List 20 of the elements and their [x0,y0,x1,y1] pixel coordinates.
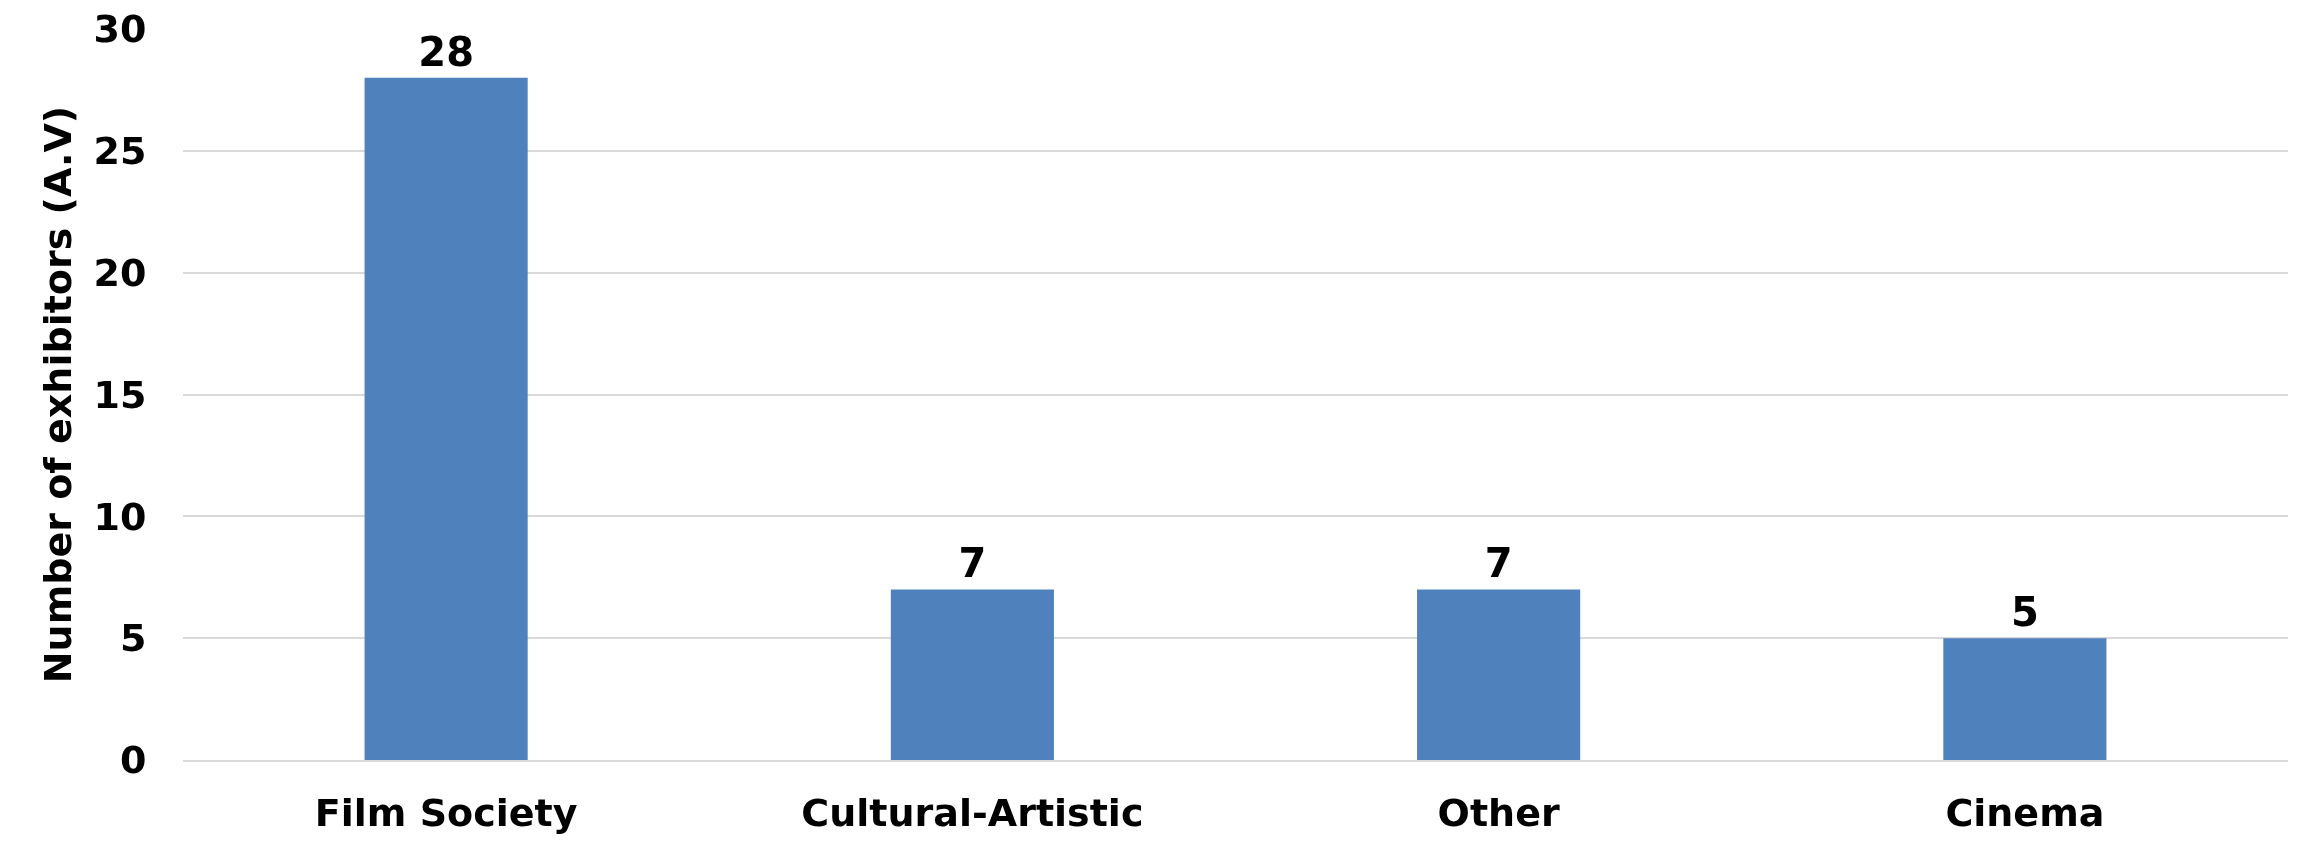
bar [1943,638,2107,760]
y-tick-label: 25 [93,129,147,174]
y-tick-label: 5 [119,616,147,661]
y-tick-label: 20 [93,250,147,295]
y-tick-label: 0 [119,738,147,783]
y-tick-label: 15 [93,372,147,417]
bar [364,77,528,760]
y-tick-label: 10 [93,494,147,539]
data-label: 7 [958,540,987,587]
data-label: 7 [1484,540,1513,587]
x-tick-label: Other [1437,790,1560,835]
data-label: 28 [418,28,474,75]
data-label: 5 [2010,589,2039,636]
x-tick-label: Film Society [314,790,578,835]
y-axis-title: Number of exhibitors (A.V) [35,105,80,684]
bar [1417,589,1581,760]
x-tick-label: Cultural-Artistic [801,790,1144,835]
y-tick-label: 30 [93,7,147,52]
bar [890,589,1054,760]
x-tick-label: Cinema [1945,790,2105,835]
